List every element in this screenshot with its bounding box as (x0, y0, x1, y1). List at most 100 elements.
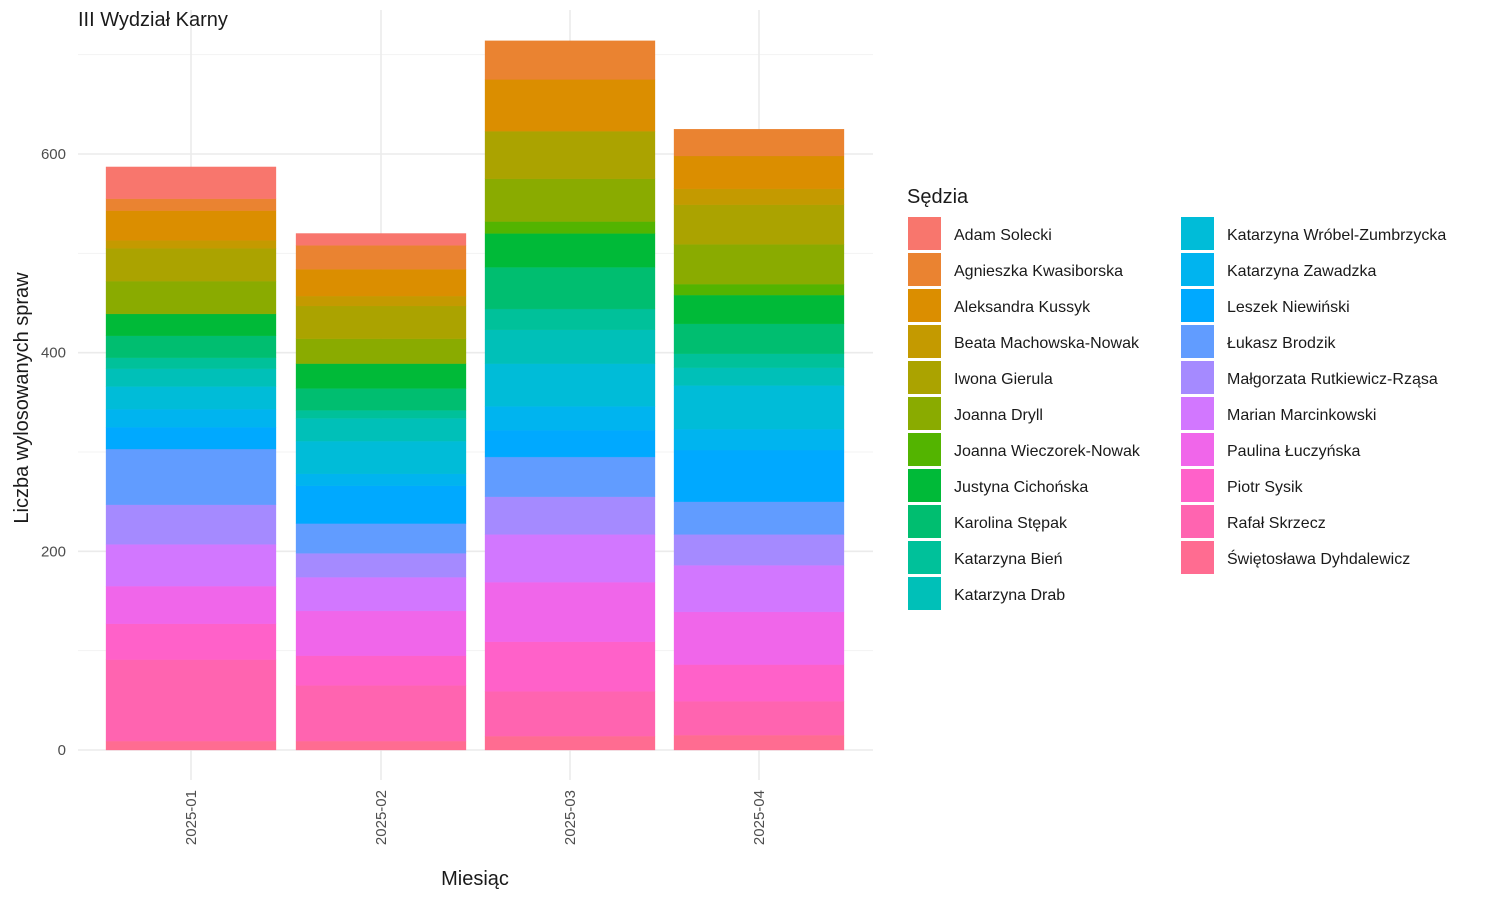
bar-segment (105, 544, 277, 587)
bar-segment (295, 305, 467, 339)
bar-segment (484, 363, 656, 407)
legend-label: Rafał Skrzecz (1227, 515, 1326, 532)
bar-segment (105, 210, 277, 241)
bar-segment (105, 248, 277, 282)
bar-segment (295, 338, 467, 364)
legend-swatch (908, 325, 941, 358)
x-tick-label: 2025-02 (373, 790, 390, 845)
bar-segment (484, 429, 656, 458)
legend-swatch (1181, 433, 1214, 466)
bar-segment (295, 295, 467, 307)
bar-segment (105, 409, 277, 428)
bar-segment (295, 269, 467, 297)
bar-segment (673, 449, 845, 502)
bar-segment (105, 740, 277, 751)
x-axis-ticks: 2025-01 2025-02 2025-03 2025-04 (183, 790, 768, 845)
legend-label: Piotr Sysik (1227, 479, 1304, 496)
bar-segment (673, 565, 845, 613)
legend-swatch (908, 577, 941, 610)
x-axis-title: Miesiąc (441, 868, 509, 890)
bar-segment (673, 367, 845, 386)
bar-segment (484, 267, 656, 310)
bar-segment (484, 735, 656, 751)
bar-segment (105, 448, 277, 505)
legend-label: Małgorzata Rutkiewicz-Rząsa (1227, 371, 1438, 388)
y-tick-label: 0 (58, 742, 66, 759)
legend-label: Joanna Wieczorek-Nowak (954, 443, 1141, 460)
legend-swatch (1181, 361, 1214, 394)
legend-label: Katarzyna Zawadzka (1227, 263, 1377, 280)
chart-title: III Wydział Karny (78, 9, 228, 31)
legend-label: Justyna Cichońska (954, 479, 1088, 496)
bar-segment (484, 496, 656, 535)
legend-swatch (1181, 217, 1214, 250)
bar-segment (484, 233, 656, 268)
bar-segment (673, 129, 845, 157)
y-axis-title: Liczba wylosowanych spraw (11, 272, 33, 524)
bar-segment (484, 40, 656, 80)
legend-swatch (1181, 505, 1214, 538)
legend-label: Łukasz Brodzik (1227, 335, 1336, 352)
bar-segment (105, 386, 277, 410)
legend-label: Paulina Łuczyńska (1227, 443, 1361, 460)
legend-swatch (908, 541, 941, 574)
bar-segment (295, 610, 467, 656)
legend-label: Świętosława Dyhdalewicz (1227, 549, 1410, 568)
legend-swatch (908, 433, 941, 466)
bar-segment (484, 329, 656, 364)
bar-segment (673, 283, 845, 296)
bar-segment (105, 240, 277, 249)
bar-segment (673, 188, 845, 205)
bar-segment (673, 429, 845, 451)
bar-segment (484, 691, 656, 737)
bar-segment (295, 740, 467, 751)
legend-swatch (1181, 469, 1214, 502)
bar-segment (295, 440, 467, 475)
bar-segment (295, 523, 467, 554)
bars (105, 40, 845, 751)
bar-segment (673, 385, 845, 430)
bar-segment (295, 485, 467, 524)
bar-segment (673, 353, 845, 368)
bar-segment (105, 280, 277, 315)
bar-segment (295, 655, 467, 686)
bar-segment (295, 418, 467, 442)
bar-segment (673, 734, 845, 751)
legend-swatch (1181, 397, 1214, 430)
bar-segment (673, 501, 845, 535)
bar-segment (484, 308, 656, 330)
bar-segment (484, 534, 656, 583)
bar-segment (105, 585, 277, 624)
x-tick-label: 2025-01 (183, 790, 200, 845)
bar-segment (295, 245, 467, 270)
legend-label: Leszek Niewiński (1227, 299, 1350, 316)
legend-label: Iwona Gierula (954, 371, 1053, 388)
bar-segment (673, 534, 845, 566)
legend-label: Katarzyna Bień (954, 551, 1063, 568)
bar-segment (484, 456, 656, 497)
y-tick-label: 200 (41, 543, 66, 560)
y-axis-ticks: 0 200 400 600 (41, 146, 66, 759)
bar-segment (105, 166, 277, 199)
bar-segment (673, 701, 845, 736)
bar-segment (673, 294, 845, 325)
legend-swatch (1181, 325, 1214, 358)
bar-segment (295, 553, 467, 578)
bar-segment (105, 623, 277, 660)
legend-label: Joanna Dryll (954, 407, 1043, 424)
legend-label: Katarzyna Wróbel-Zumbrzycka (1227, 227, 1446, 244)
legend-label: Adam Solecki (954, 227, 1052, 244)
legend-swatch (1181, 253, 1214, 286)
bar-segment (105, 198, 277, 211)
legend-swatch (908, 469, 941, 502)
bar-segment (484, 79, 656, 132)
bar-segment (295, 363, 467, 389)
x-tick-label: 2025-03 (562, 790, 579, 845)
legend-label: Katarzyna Drab (954, 587, 1065, 604)
bar-segment (484, 178, 656, 222)
legend-label: Karolina Stępak (954, 515, 1068, 532)
legend-swatch (908, 217, 941, 250)
bar-segment (105, 357, 277, 369)
legend: Sędzia Adam Solecki Agnieszka Kwasiborska… (907, 186, 1446, 610)
bar-segment (105, 313, 277, 336)
